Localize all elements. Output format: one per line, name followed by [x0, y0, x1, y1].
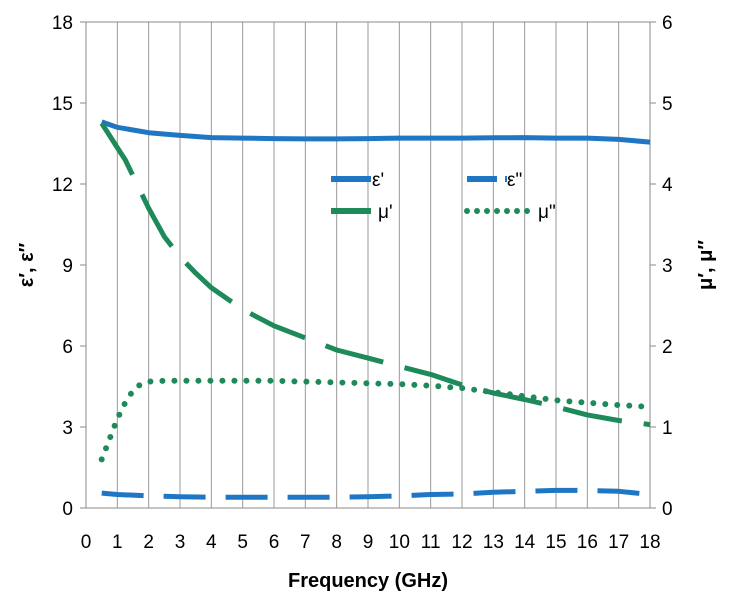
x-tick-label: 11	[421, 532, 441, 553]
x-tick-label: 17	[608, 532, 629, 553]
grid	[85, 22, 651, 508]
y-right-tick-label: 1	[662, 418, 673, 439]
y-right-tick-label: 6	[662, 13, 673, 34]
x-tick-label: 18	[639, 532, 660, 553]
x-tick-labels: 0 1 2 3 4 5 6 7 8 9 10 11 12 13 14 15 16 17 18	[81, 532, 661, 553]
y-right-tick-label: 5	[662, 94, 673, 115]
y-right-tick-label: 0	[662, 499, 673, 520]
series-mu-real-line	[99, 121, 651, 428]
x-tick-label: 10	[389, 532, 410, 553]
x-tick-label: 0	[81, 532, 92, 553]
x-tick-label: 8	[331, 532, 342, 553]
x-tick-label: 16	[577, 532, 598, 553]
x-tick-label: 4	[206, 532, 217, 553]
legend-mu-real-label: μ'	[378, 202, 393, 223]
y-left-tick-label: 0	[62, 499, 73, 520]
y-right-tick-labels: 0 1 2 3 4 5 6	[650, 13, 673, 520]
legend-eps-real-label: ε'	[372, 170, 384, 191]
x-tick-label: 2	[143, 532, 154, 553]
y-left-tick-label: 15	[52, 94, 73, 115]
x-tick-label: 15	[545, 532, 566, 553]
x-tick-label: 13	[483, 532, 504, 553]
y-right-tick-label: 2	[662, 337, 673, 358]
y-left-tick-label: 9	[62, 256, 73, 277]
x-axis-title: Frequency (GHz)	[288, 570, 448, 592]
series-group	[98, 119, 653, 500]
x-tick-label: 9	[363, 532, 374, 553]
y-left-tick-label: 18	[52, 13, 73, 34]
y-left-tick-label: 6	[62, 337, 73, 358]
y-left-tick-labels: 0 3 6 9 12 15 18	[52, 13, 86, 520]
y-right-tick-label: 3	[662, 256, 673, 277]
series-eps-imag-line	[101, 487, 651, 500]
x-tick-label: 5	[237, 532, 248, 553]
y-right-axis-title: μ′, μ″	[695, 240, 717, 290]
x-tick-label: 12	[451, 532, 472, 553]
x-tick-label: 7	[300, 532, 311, 553]
x-tick-label: 6	[269, 532, 280, 553]
x-tick-label: 1	[112, 532, 123, 553]
y-left-tick-label: 3	[62, 418, 73, 439]
y-left-axis-title: ε′, ε″	[16, 242, 38, 287]
y-right-tick-label: 4	[662, 175, 673, 196]
x-tick-label: 14	[514, 532, 536, 553]
series-mu-imag-line	[98, 377, 653, 463]
x-tick-label: 3	[175, 532, 186, 553]
series-eps-real-line	[100, 119, 651, 145]
legend-mu-imag-label: μ"	[538, 202, 556, 223]
legend-eps-imag-label: ε"	[507, 170, 522, 191]
y-left-tick-label: 12	[52, 175, 73, 196]
legend: ε' ε" μ' μ"	[331, 170, 556, 223]
